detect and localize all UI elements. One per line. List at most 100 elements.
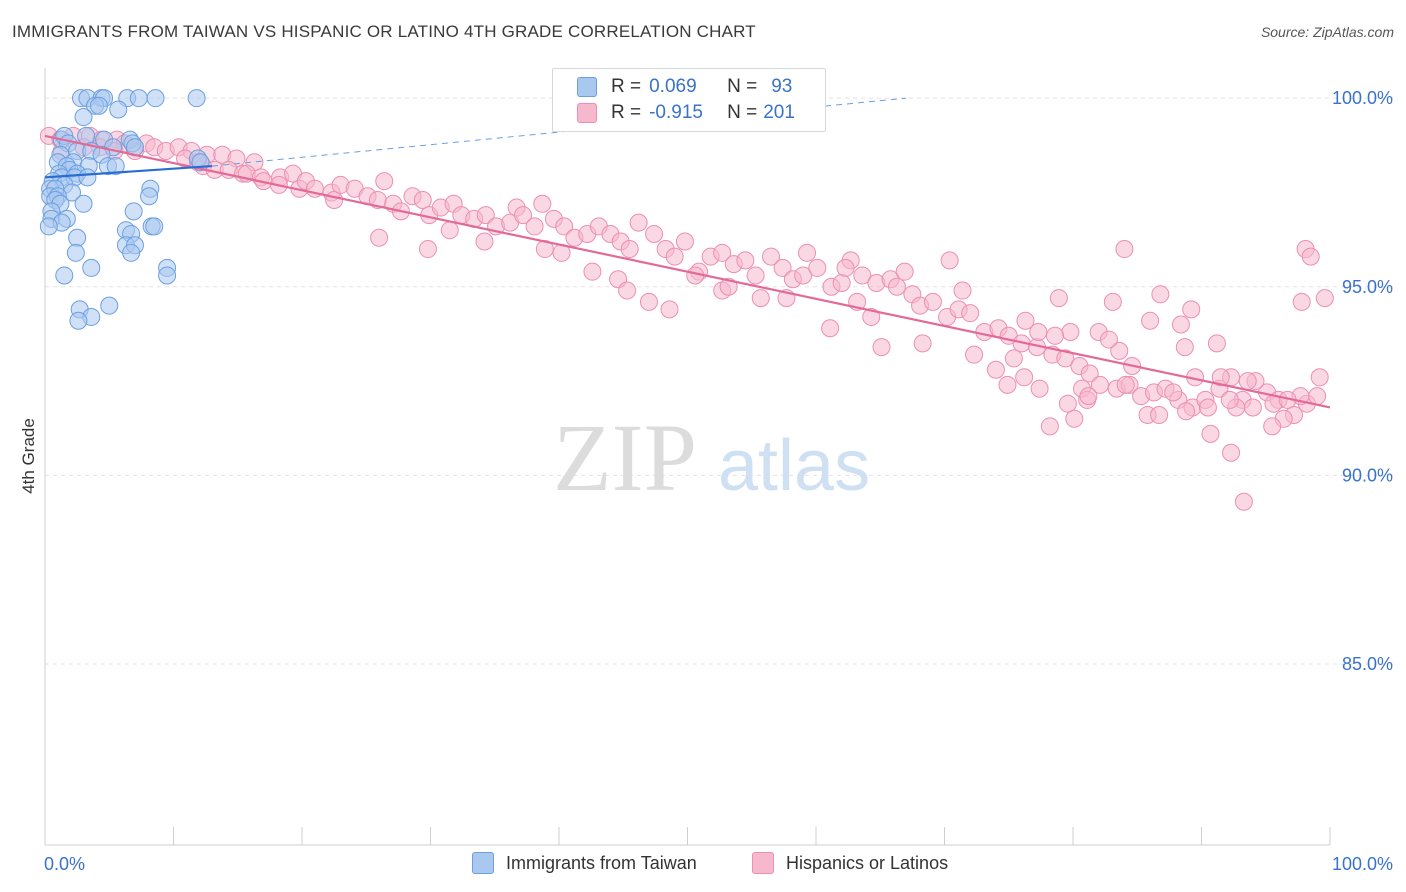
data-point-hispanics	[1201, 424, 1220, 443]
data-point-taiwan	[74, 108, 93, 127]
data-point-hispanics	[832, 273, 851, 292]
data-point-hispanics	[736, 251, 755, 270]
data-point-hispanics	[719, 277, 738, 296]
data-point-taiwan	[78, 168, 97, 187]
watermark-atlas: atlas	[718, 426, 870, 506]
data-point-hispanics	[639, 292, 658, 311]
series-taiwan-points	[39, 89, 210, 330]
data-point-hispanics	[1116, 375, 1135, 394]
data-point-taiwan	[100, 296, 119, 315]
data-point-hispanics	[1110, 341, 1129, 360]
legend-label-taiwan: Immigrants from Taiwan	[506, 852, 697, 873]
legend-n-label: N =	[727, 102, 758, 123]
data-point-hispanics	[665, 247, 684, 266]
data-point-taiwan	[158, 266, 177, 285]
data-point-hispanics	[1222, 443, 1241, 462]
data-point-hispanics	[821, 319, 840, 338]
data-point-hispanics	[1310, 368, 1329, 387]
data-point-hispanics	[1263, 417, 1282, 436]
data-point-hispanics	[629, 213, 648, 232]
legend-swatch-taiwan	[577, 77, 597, 97]
legend-swatch-taiwan	[472, 852, 494, 874]
data-point-hispanics	[961, 304, 980, 323]
data-point-hispanics	[853, 266, 872, 285]
data-point-hispanics	[1103, 292, 1122, 311]
data-point-taiwan	[129, 89, 148, 108]
data-point-hispanics	[325, 191, 344, 210]
legend-row-taiwan: R = 0.069 N = 93	[577, 74, 792, 100]
data-point-hispanics	[836, 258, 855, 277]
data-point-hispanics	[940, 251, 959, 270]
data-point-hispanics	[1049, 289, 1068, 308]
data-point-hispanics	[1238, 372, 1257, 391]
data-point-hispanics	[1198, 398, 1217, 417]
x-tick-label: 100.0%	[1332, 854, 1393, 874]
y-tick-label: 85.0%	[1342, 654, 1393, 674]
watermark-zip: ZIP	[553, 404, 697, 511]
data-point-hispanics	[1207, 334, 1226, 353]
data-point-taiwan	[68, 228, 87, 247]
data-point-hispanics	[872, 338, 891, 357]
data-point-hispanics	[1004, 349, 1023, 368]
data-point-taiwan	[145, 217, 164, 236]
data-point-hispanics	[375, 172, 394, 191]
data-point-hispanics	[1015, 368, 1034, 387]
trendline-hispanics	[44, 134, 1331, 409]
data-point-hispanics	[913, 334, 932, 353]
data-point-hispanics	[475, 232, 494, 251]
data-point-hispanics	[923, 292, 942, 311]
data-point-hispanics	[1171, 315, 1190, 334]
data-point-hispanics	[1234, 492, 1253, 511]
x-tick-label: 0.0%	[44, 854, 85, 874]
data-point-hispanics	[1061, 323, 1080, 342]
chart-title: IMMIGRANTS FROM TAIWAN VS HISPANIC OR LA…	[12, 22, 756, 41]
data-point-taiwan	[55, 266, 74, 285]
data-point-hispanics	[413, 191, 432, 210]
data-point-hispanics	[555, 217, 574, 236]
data-point-taiwan	[122, 243, 141, 262]
watermark: ZIP atlas	[553, 404, 870, 511]
data-point-hispanics	[660, 300, 679, 319]
data-point-hispanics	[794, 266, 813, 285]
data-point-hispanics	[713, 243, 732, 262]
data-point-hispanics	[1220, 390, 1239, 409]
legend-swatch-hispanics	[752, 852, 774, 874]
data-point-taiwan	[69, 311, 88, 330]
data-point-hispanics	[1016, 311, 1035, 330]
data-point-taiwan	[109, 100, 128, 119]
data-point-hispanics	[476, 206, 495, 225]
legend-r-label: R =	[611, 76, 642, 97]
data-point-hispanics	[1315, 289, 1334, 308]
legend-label-hispanics: Hispanics or Latinos	[786, 852, 949, 873]
data-point-hispanics	[762, 247, 781, 266]
data-point-taiwan	[89, 96, 108, 115]
data-point-hispanics	[986, 360, 1005, 379]
legend-n-value: 93	[771, 76, 793, 97]
data-point-taiwan	[124, 202, 143, 221]
data-point-hispanics	[1040, 417, 1059, 436]
legend-row-hispanics: R = -0.915 N = 201	[577, 100, 795, 126]
trendline-taiwan	[44, 164, 213, 179]
data-point-hispanics	[675, 232, 694, 251]
data-point-hispanics	[751, 289, 770, 308]
data-point-hispanics	[1065, 409, 1084, 428]
legend-swatch-hispanics	[577, 103, 597, 123]
data-point-hispanics	[1141, 311, 1160, 330]
data-point-taiwan	[187, 89, 206, 108]
series-legend: Immigrants from Taiwan Hispanics or Lati…	[0, 852, 1406, 878]
data-point-hispanics	[1115, 240, 1134, 259]
data-point-hispanics	[1177, 402, 1196, 421]
axis-labels: 100.0% 95.0% 90.0% 85.0% 0.0% 100.0% 4th Grade	[19, 88, 1393, 874]
data-point-hispanics	[1211, 368, 1230, 387]
data-point-hispanics	[1029, 323, 1048, 342]
data-point-hispanics	[618, 281, 637, 300]
data-point-hispanics	[862, 307, 881, 326]
data-point-taiwan	[140, 187, 159, 206]
data-point-hispanics	[1164, 383, 1183, 402]
data-point-hispanics	[746, 266, 765, 285]
data-point-hispanics	[1079, 387, 1098, 406]
data-point-hispanics	[533, 194, 552, 213]
stats-legend: R = 0.069 N = 93 R = -0.915 N = 201	[552, 68, 826, 132]
data-point-hispanics	[1182, 300, 1201, 319]
